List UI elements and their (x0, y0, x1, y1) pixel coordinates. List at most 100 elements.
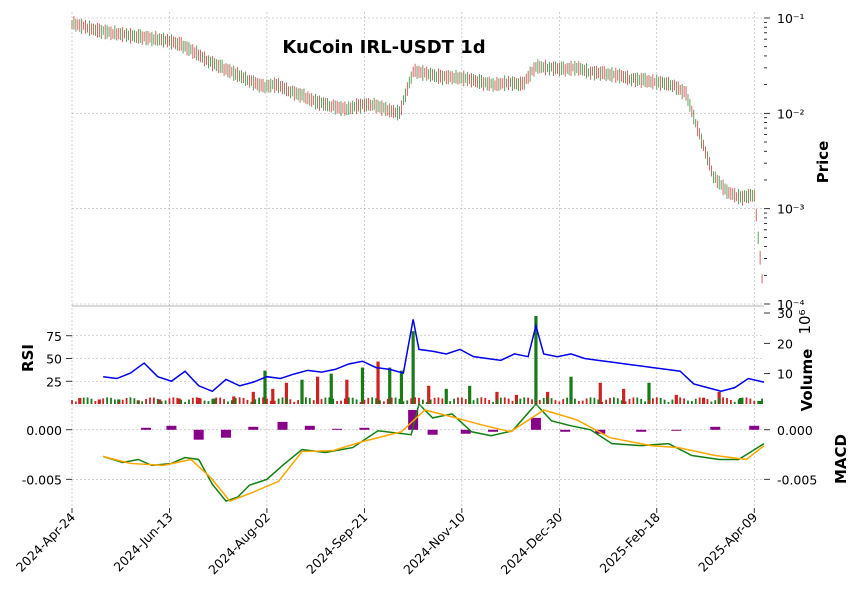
volume-bar (164, 400, 167, 404)
price-tick-label: 10⁻⁴ (777, 297, 805, 312)
volume-bar (550, 398, 553, 404)
volume-bar (542, 398, 545, 404)
volume-bar (371, 397, 374, 404)
volume-bar (569, 376, 573, 404)
macd-histogram-bar (460, 429, 471, 434)
volume-bar (601, 402, 604, 404)
rsi-tick-label: 75 (46, 329, 62, 344)
macd-histogram-bar (277, 421, 288, 430)
volume-bar (745, 397, 748, 404)
volume-bar (246, 399, 249, 404)
volume-bar (312, 400, 315, 404)
volume-bar (158, 399, 162, 404)
volume-bar (453, 398, 455, 404)
volume-bar (410, 398, 413, 404)
volume-bar (538, 399, 541, 404)
volume-bar (250, 401, 253, 404)
x-tick-label: 2024-Jun-13 (111, 510, 176, 575)
volume-bar (390, 397, 393, 404)
volume-bar (263, 370, 267, 404)
volume-bar (293, 401, 296, 404)
macd-histogram-bar (636, 429, 647, 432)
volume-bar (184, 402, 186, 404)
x-tick-label: 2024-Nov-10 (400, 509, 468, 577)
volume-bar (577, 401, 580, 404)
volume-tick-label: 30 (777, 306, 793, 321)
volume-bar (219, 397, 222, 404)
volume-bar (133, 398, 136, 404)
volume-bar (714, 400, 717, 404)
volume-bar (679, 397, 682, 404)
volume-bar (284, 382, 289, 404)
volume-bar (316, 376, 320, 404)
volume-bar (515, 400, 518, 404)
volume-bar (718, 398, 721, 404)
volume-bar (90, 398, 93, 404)
volume-bar (636, 397, 639, 404)
x-tick-label: 2025-Apr-09 (695, 509, 760, 574)
macd-histogram-bar (749, 425, 760, 430)
volume-bar (507, 398, 510, 404)
volume-bar (499, 397, 502, 404)
volume-bar (496, 399, 498, 404)
volume-bar (698, 397, 701, 404)
volume-tick-label: 20 (777, 336, 793, 351)
volume-bar (683, 398, 685, 404)
volume-bar (289, 399, 292, 404)
macd-histogram-bar (530, 417, 541, 430)
volume-bar (737, 399, 740, 404)
volume-bar (197, 397, 201, 404)
volume-bar (722, 397, 724, 404)
volume-bar (297, 399, 300, 404)
volume-bar (758, 400, 762, 404)
volume-bar (117, 402, 120, 404)
volume-bar (616, 398, 619, 404)
volume-bar (394, 397, 397, 404)
volume-bar (177, 398, 181, 404)
volume-bar (706, 399, 709, 404)
volume-bar (464, 399, 467, 404)
macd-histogram-bar (560, 429, 571, 432)
volume-multiplier-label: 10⁶ (796, 309, 814, 334)
volume-bar (546, 397, 549, 404)
volume-bar (468, 401, 471, 404)
volume-bar (570, 397, 572, 404)
macd-histogram-bar (710, 426, 721, 430)
volume-bar (86, 397, 89, 404)
volume-bar (168, 398, 171, 404)
volume-bar (242, 397, 245, 404)
volume-bar (351, 397, 354, 404)
volume-bar (113, 399, 116, 404)
volume-bar (659, 397, 662, 404)
volume-bar (597, 399, 600, 404)
volume-bar (717, 391, 721, 404)
macd-histogram-bar (488, 429, 499, 432)
rsi-line (103, 319, 765, 393)
volume-bar (589, 397, 592, 404)
volume-bar (488, 399, 491, 404)
macd-signal-line (103, 409, 765, 502)
macd-histogram-bar (166, 425, 177, 430)
macd-right-tick-label: -0.005 (777, 472, 817, 487)
volume-bar (195, 397, 198, 404)
volume-bar (125, 397, 128, 404)
volume-bar (345, 379, 349, 404)
macd-left-tick-label: 0.000 (26, 423, 62, 438)
volume-bar (511, 400, 514, 404)
macd-left-tick-label: -0.005 (22, 472, 62, 487)
volume-bar (98, 400, 101, 404)
volume-bar (632, 397, 635, 404)
volume-bar (230, 400, 233, 404)
price-panel (71, 16, 763, 284)
macd-histogram-bar (304, 425, 315, 430)
volume-bar (457, 397, 459, 404)
volume-bar (640, 398, 643, 404)
volume-bar (340, 400, 342, 404)
rsi-panel (103, 319, 765, 393)
volume-bar (667, 402, 670, 404)
price-tick-label: 10⁻¹ (777, 11, 805, 26)
volume-bar (215, 397, 218, 404)
x-tick-label: 2024-Apr-24 (13, 509, 78, 574)
